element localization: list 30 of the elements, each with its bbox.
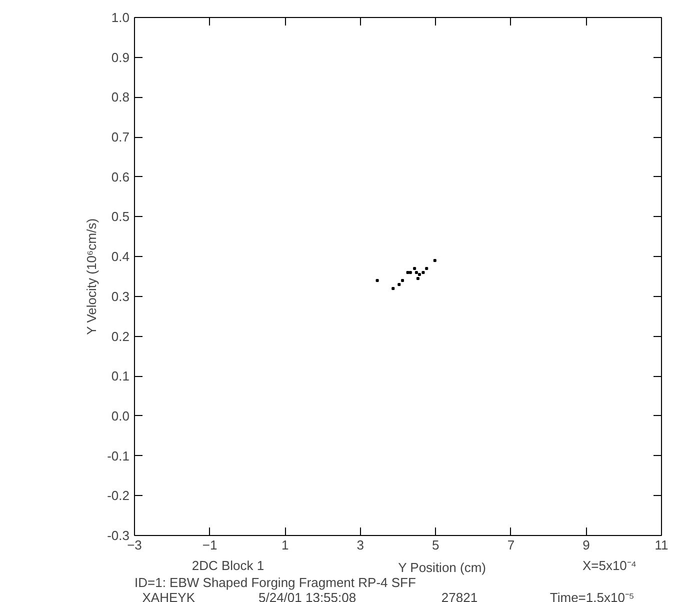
y-tick-label: 0.6 xyxy=(111,169,130,184)
x-tick-label: 5 xyxy=(432,538,440,552)
y-tick-label: 1.0 xyxy=(111,10,130,25)
y-tick-label: 0.7 xyxy=(111,130,130,145)
y-tick-label: 0.2 xyxy=(111,328,130,344)
y-tick-label: 0.1 xyxy=(111,368,130,384)
text: 2DC Block 1 xyxy=(192,558,264,573)
y-axis-title: Y Velocity (10⁶cm/s) xyxy=(84,218,100,335)
y-tick-label: 0.5 xyxy=(111,209,130,224)
x-axis-title: Y Position (cm) xyxy=(398,560,486,575)
text: 27821 xyxy=(441,590,478,602)
y-tick-label: 0.4 xyxy=(111,249,130,264)
x-tick-label: −1 xyxy=(202,538,218,552)
y-tick-label: 0.8 xyxy=(111,90,130,105)
x-tick-label: 9 xyxy=(582,538,590,552)
x-tick-label: 1 xyxy=(281,538,289,552)
y-tick-label: 0.0 xyxy=(111,408,130,424)
text: ID=1: EBW Shaped Forging Fragment RP-4 SFF xyxy=(134,575,416,590)
text: Time=1.5x10⁻⁵ xyxy=(550,590,634,602)
y-tick-label: 0.3 xyxy=(111,288,130,304)
y-tick-label: 0.9 xyxy=(111,50,130,65)
text: X=5x10⁻⁴ xyxy=(582,558,636,573)
x-tick-label: 11 xyxy=(654,538,668,552)
text: 5/24/01 13:55:08 xyxy=(258,590,356,602)
text: XAHEYK xyxy=(142,590,196,602)
x-tick-label: 7 xyxy=(507,538,515,552)
y-tick-label: -0.1 xyxy=(107,448,130,464)
y-tick-label: -0.2 xyxy=(107,488,130,504)
x-tick-label: 3 xyxy=(356,538,364,552)
y-tick-label: -0.3 xyxy=(107,528,130,543)
